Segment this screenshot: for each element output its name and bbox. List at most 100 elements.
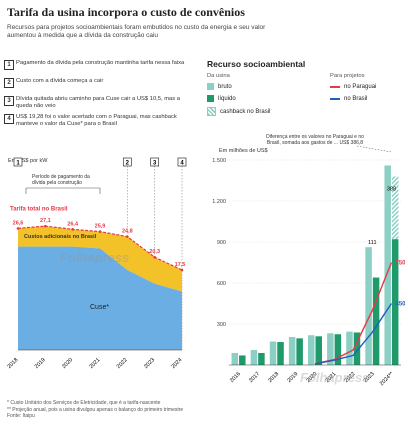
bar-bruto — [288, 336, 296, 365]
marker-box — [177, 157, 187, 167]
footer-note-2: ** Projeção anual, pois a usina divulgou… — [7, 406, 184, 413]
legend-brasil-label: no Brasil — [344, 96, 368, 102]
note-text: Custo com a dívida começa a cair — [16, 78, 104, 84]
bar-liquido — [372, 277, 380, 365]
bar-value: 388 — [387, 186, 396, 192]
note-item: 3 Dívida quitada abriu caminho para Cuse … — [4, 96, 196, 110]
legend-paraguai-label: no Paraguai — [344, 84, 377, 90]
tarifa-value: 20,3 — [149, 249, 160, 255]
legend-projetos-head: Para projetos — [330, 73, 365, 79]
x-tick-label: 2024 — [171, 357, 184, 370]
x-tick-label: 2016 — [229, 371, 242, 384]
left-area-chart: Em US$ por kW Período de pagamento da dív… — [7, 157, 187, 370]
marker-label: 1 — [16, 160, 20, 166]
y-tick-label: 600 — [217, 281, 226, 287]
x-tick-label: 2023 — [363, 371, 376, 384]
tarifa-value: 24,8 — [122, 229, 133, 235]
right-chart-unit: Em milhões de US$ — [219, 148, 268, 154]
x-tick-label: 2019 — [34, 357, 47, 370]
tarifa-value: 25,9 — [95, 224, 106, 230]
y-tick-label: 300 — [217, 322, 226, 328]
right-chart-title: Recurso socioambiental — [207, 59, 306, 69]
marker-box — [150, 157, 160, 167]
bar-liquido — [277, 342, 284, 365]
left-marks: Período de pagamento da dívida pela const… — [7, 157, 187, 370]
tarifa-point — [153, 255, 156, 259]
right-marks: 300 600 900 1.200 1.500 2016 2017 2018 2019 2020 2… — [212, 134, 405, 387]
x-tick-label: 2022 — [116, 357, 129, 370]
annotation-leader — [356, 145, 392, 153]
bar-bruto — [308, 335, 315, 365]
bar-liquido — [296, 338, 303, 365]
tarifa-point — [126, 235, 129, 238]
left-chart-unit: Em US$ por kW — [8, 158, 48, 164]
x-tick-label: 2021 — [325, 371, 338, 384]
bar-bruto — [384, 165, 391, 365]
adicionais-label: Custos adicionais no Brasil — [24, 234, 97, 240]
cuse-area — [18, 246, 182, 350]
period-label: Período de pagamento da dívida pela const… — [32, 174, 90, 186]
bar-value: 111 — [368, 240, 376, 246]
bar-liquido — [334, 334, 342, 365]
adicionais-area — [18, 226, 182, 292]
bar-bruto — [346, 331, 353, 365]
x-tick-label: 2018 — [267, 371, 280, 384]
note-number: 2 — [4, 78, 14, 88]
tarifa-point — [71, 228, 74, 231]
cuse-label: Cuse* — [90, 304, 109, 311]
legend-bruto-label: bruto — [218, 83, 232, 90]
legend-brasil-line — [330, 98, 340, 100]
legend-cashback-label: cashback no Brasil — [220, 108, 271, 115]
marker-label: 4 — [180, 160, 184, 166]
legend-liquido: líquido — [207, 95, 236, 102]
note-number: 4 — [4, 114, 14, 124]
x-tick-label: 2024** — [379, 371, 396, 388]
tarifa-point — [44, 224, 47, 228]
note-text: Dívida quitada abriu caminho para Cuse c… — [16, 96, 181, 110]
note-number: 3 — [4, 96, 14, 106]
x-tick-label: 2017 — [248, 371, 261, 384]
tarifa-point — [98, 230, 102, 233]
note-text: Pagamento da dívida pela construção mant… — [16, 60, 185, 66]
legend-liquido-label: líquido — [218, 95, 236, 102]
tarifa-point — [180, 268, 184, 272]
note-number: 1 — [4, 60, 14, 70]
x-tick-label: 2019 — [286, 371, 299, 384]
tarifa-value: 26,4 — [67, 221, 79, 227]
tarifa-point — [16, 227, 20, 230]
chart-title: Tarifa da usina incorpora o custo de con… — [7, 5, 245, 19]
bar-bruto — [327, 333, 334, 365]
tarifa-label: Tarifa total no Brasil — [10, 206, 68, 212]
bar-liquido — [239, 355, 246, 365]
marker-box — [13, 157, 23, 167]
legend-brasil: no Brasil — [330, 96, 367, 102]
brasil-line — [314, 303, 393, 365]
note-item: 2 Custo com a dívida começa a cair — [4, 78, 196, 88]
note-item: 4 US$ 19,28 foi o valor acertado com o Pa… — [4, 114, 196, 128]
legend-cashback-swatch — [207, 107, 216, 116]
bar-bruto — [269, 341, 277, 365]
footer: * Custo Unitário dos Serviços de Eletric… — [7, 400, 387, 420]
bar-liquido — [315, 336, 322, 365]
x-tick-label: 2018 — [7, 357, 20, 370]
tarifa-value: 27,1 — [40, 218, 51, 224]
bar-liquido — [391, 239, 399, 365]
note-text: US$ 19,28 foi o valor acertado com o Par… — [16, 114, 177, 128]
x-tick-label: 2021 — [89, 357, 102, 370]
right-bar-chart: 300 600 900 1.200 1.500 2016 2017 2018 2019 2020 2… — [212, 134, 405, 387]
legend-liquido-swatch — [207, 95, 214, 102]
legend-paraguai: no Paraguai — [330, 84, 376, 90]
bar-bruto — [231, 352, 239, 365]
bar-bruto — [250, 349, 258, 365]
marker-label: 3 — [153, 160, 157, 166]
bar-liquido — [353, 332, 361, 365]
legend-usina-head: Da usina — [207, 73, 230, 79]
y-tick-label: 1.500 — [212, 158, 226, 164]
footer-source: Fonte: Itaipu — [7, 413, 35, 420]
chart-subtitle: Recursos para projetos socioambientais f… — [7, 24, 266, 40]
bar-bruto — [365, 247, 372, 365]
note-item: 1 Pagamento da dívida pela construção man… — [4, 60, 196, 70]
y-tick-label: 1.200 — [212, 199, 226, 205]
tarifa-value: 26,6 — [13, 220, 24, 226]
legend-cashback: cashback no Brasil — [207, 107, 270, 116]
